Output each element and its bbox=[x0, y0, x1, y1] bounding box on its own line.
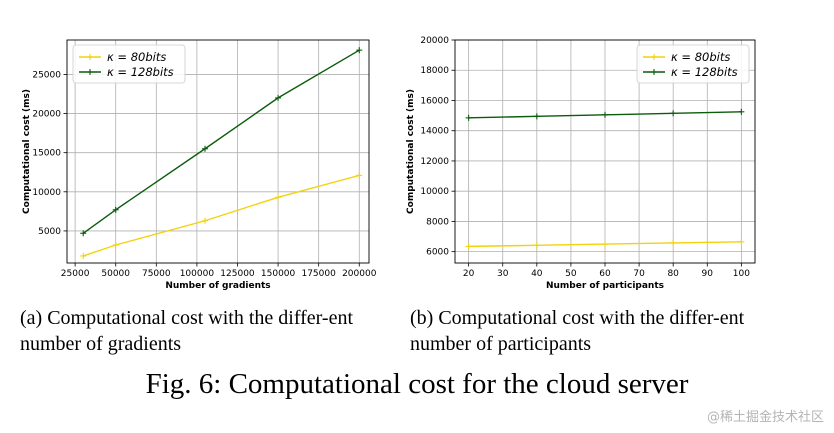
legend-box bbox=[636, 44, 750, 84]
y-tick-label: 16000 bbox=[420, 96, 449, 106]
x-tick-label: 70 bbox=[633, 269, 645, 279]
data-point bbox=[602, 111, 608, 118]
y-tick-label: 8000 bbox=[426, 217, 449, 227]
subfigure-a-caption: (a) Computational cost with the differ-e… bbox=[20, 307, 354, 355]
axes-frame bbox=[66, 39, 370, 264]
x-tick-label: 60 bbox=[599, 269, 611, 279]
legend-label-symbol: κ bbox=[107, 50, 114, 64]
data-point bbox=[738, 238, 745, 245]
data-point bbox=[465, 114, 472, 121]
legend-label-symbol: κ bbox=[107, 65, 114, 79]
legend-label-symbol: κ bbox=[671, 65, 678, 79]
subfigure-b-caption: (b) Computational cost with the differ-e… bbox=[410, 307, 745, 355]
data-point bbox=[275, 194, 282, 201]
x-axis-title: Number of participants bbox=[546, 281, 664, 291]
x-tick-label: 80 bbox=[667, 269, 679, 279]
legend-label-text: = 80bits bbox=[678, 50, 731, 64]
x-tick-label: 50 bbox=[565, 269, 577, 279]
legend-box bbox=[72, 44, 186, 84]
figure-caption: Fig. 6: Computational cost for the cloud… bbox=[145, 368, 689, 400]
data-point bbox=[112, 242, 119, 249]
y-tick-label: 6000 bbox=[426, 248, 449, 258]
x-axis-title: Number of gradients bbox=[165, 281, 270, 291]
y-tick-label: 20000 bbox=[32, 110, 61, 120]
legend-label: κ = 80bits bbox=[107, 50, 166, 64]
data-point bbox=[356, 47, 363, 54]
x-tick-label: 40 bbox=[531, 269, 543, 279]
x-tick-label: 50000 bbox=[101, 269, 130, 279]
data-point bbox=[202, 145, 209, 152]
x-tick-label: 25000 bbox=[61, 269, 90, 279]
x-tick-label: 200000 bbox=[342, 269, 377, 279]
legend-label-text: = 80bits bbox=[114, 50, 167, 64]
x-tick-label: 100 bbox=[733, 269, 750, 279]
data-point bbox=[465, 243, 472, 250]
watermark: @稀土掘金技术社区 bbox=[706, 410, 824, 425]
y-tick-label: 25000 bbox=[32, 70, 61, 80]
data-point bbox=[80, 252, 87, 259]
x-tick-label: 90 bbox=[702, 269, 714, 279]
data-point bbox=[670, 239, 677, 246]
data-point bbox=[533, 113, 540, 120]
legend-label: κ = 80bits bbox=[671, 50, 730, 64]
data-point bbox=[356, 172, 363, 179]
data-point bbox=[202, 217, 209, 224]
data-point bbox=[670, 110, 677, 117]
chart-b-svg: 20 30 40 50 60 70 80 90 100 6000 8000 10000 12000 140… bbox=[406, 36, 756, 291]
data-point bbox=[738, 108, 745, 115]
legend-label-symbol: κ bbox=[671, 50, 678, 64]
x-tick-label: 175000 bbox=[301, 269, 336, 279]
y-tick-label: 20000 bbox=[420, 36, 449, 46]
data-point bbox=[533, 242, 540, 249]
chart-a: 25000 50000 75000 100000 125000 150000 175000 2… bbox=[0, 0, 400, 305]
chart-b: 20 30 40 50 60 70 80 90 100 6000 8000 10000 12000 140… bbox=[400, 0, 834, 305]
x-tick-label: 20 bbox=[463, 269, 475, 279]
chart-a-svg: 25000 50000 75000 100000 125000 150000 175000 2… bbox=[22, 39, 377, 291]
y-tick-label: 14000 bbox=[420, 127, 449, 137]
x-tick-label: 75000 bbox=[142, 269, 171, 279]
y-tick-label: 15000 bbox=[32, 149, 61, 159]
legend-label: κ = 128bits bbox=[107, 65, 174, 79]
y-tick-label: 12000 bbox=[420, 157, 449, 167]
data-point bbox=[275, 94, 282, 101]
x-tick-label: 150000 bbox=[261, 269, 296, 279]
legend-label-text: = 128bits bbox=[114, 65, 174, 79]
y-tick-label: 10000 bbox=[32, 188, 61, 198]
y-tick-label: 10000 bbox=[420, 187, 449, 197]
y-axis-title: Computational cost (ms) bbox=[406, 89, 416, 214]
data-point bbox=[80, 230, 87, 237]
data-point bbox=[602, 241, 608, 248]
x-tick-label: 30 bbox=[497, 269, 509, 279]
y-axis-title: Computational cost (ms) bbox=[22, 89, 32, 214]
data-point bbox=[112, 206, 119, 213]
y-tick-label: 18000 bbox=[420, 66, 449, 76]
x-tick-label: 125000 bbox=[220, 269, 255, 279]
x-tick-label: 100000 bbox=[180, 269, 215, 279]
legend-label-text: = 128bits bbox=[678, 65, 738, 79]
y-tick-label: 5000 bbox=[38, 227, 61, 237]
legend-label: κ = 128bits bbox=[671, 65, 738, 79]
